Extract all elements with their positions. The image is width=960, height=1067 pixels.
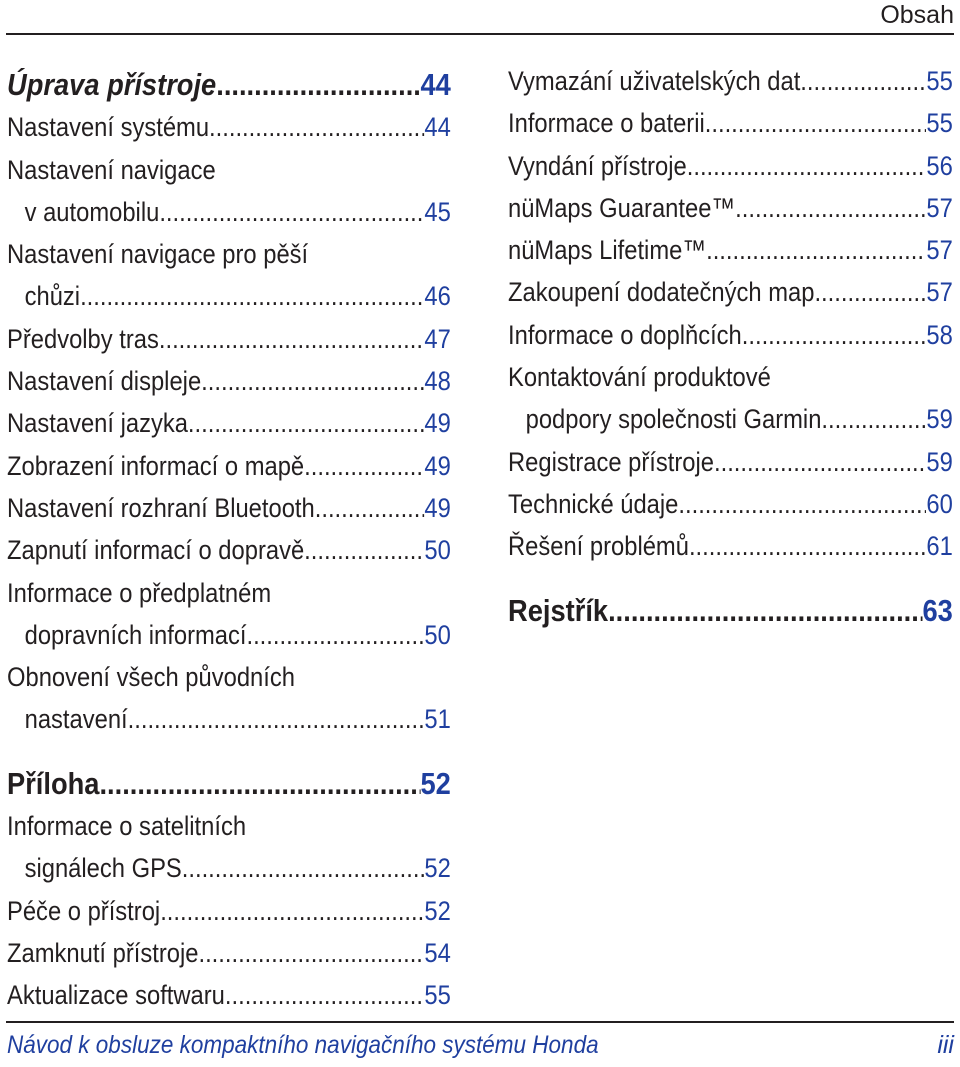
toc-heading-text: Úprava přístroje: [7, 67, 217, 102]
toc-entry-line1: Informace o satelitních: [7, 811, 247, 842]
toc-heading-text: Rejstřík: [508, 592, 609, 628]
toc-entry[interactable]: Péče o přístroj52: [7, 890, 451, 932]
toc-entry[interactable]: dopravních informací50: [7, 614, 451, 656]
footer-rule: [6, 1021, 954, 1023]
toc-entry[interactable]: Zamknutí přístroje54: [7, 932, 451, 974]
toc-heading-page: 44: [420, 67, 451, 102]
toc-left-column: Úprava přístroje 44 Nastavení systému44 …: [7, 60, 451, 1017]
section-header: Obsah: [880, 1, 954, 29]
toc-heading-page: 52: [420, 765, 451, 801]
toc-entry[interactable]: Zakoupení dodatečných map57: [508, 271, 953, 313]
footer-title: Návod k obsluze kompaktního navigačního …: [7, 1031, 599, 1059]
toc-heading-rejstrik[interactable]: Rejstřík 63: [508, 590, 953, 632]
toc-heading-priloha[interactable]: Příloha 52: [7, 763, 451, 805]
toc-entry[interactable]: Řešení problémů61: [508, 525, 953, 567]
toc-heading-text: Příloha: [7, 765, 100, 801]
toc-entry[interactable]: podpory společnosti Garmin59: [508, 398, 953, 440]
toc-entry-line1: Kontaktování produktové: [508, 362, 771, 393]
toc-entry[interactable]: Registrace přístroje59: [508, 441, 953, 483]
toc-entry[interactable]: nüMaps Guarantee™57: [508, 187, 953, 229]
toc-entry[interactable]: Zobrazení informací o mapě49: [7, 445, 451, 487]
toc-entry[interactable]: Aktualizace softwaru55: [7, 974, 451, 1016]
toc-heading-page: 63: [922, 592, 953, 628]
header-rule: [6, 33, 954, 35]
toc-entry-line1: Nastavení navigace: [7, 154, 216, 185]
toc-entry[interactable]: Vymazání uživatelských dat55: [508, 60, 953, 102]
toc-entry[interactable]: v automobilu45: [7, 191, 451, 233]
toc-entry[interactable]: Nastavení jazyka49: [7, 402, 451, 444]
toc-entry-line1: Nastavení navigace pro pěší: [7, 239, 309, 270]
footer-page-number: iii: [937, 1031, 954, 1059]
toc-entry[interactable]: signálech GPS52: [7, 847, 451, 889]
toc-entry[interactable]: Předvolby tras47: [7, 318, 451, 360]
toc-right-column: Vymazání uživatelských dat55 Informace o…: [508, 60, 953, 632]
toc-entry[interactable]: Vyndání přístroje56: [508, 145, 953, 187]
toc-entry-line1: Obnovení všech původních: [7, 662, 295, 693]
toc-entry[interactable]: Zapnutí informací o dopravě50: [7, 529, 451, 571]
toc-entry[interactable]: chůzi46: [7, 275, 451, 317]
toc-entry[interactable]: Technické údaje60: [508, 483, 953, 525]
toc-entry[interactable]: Informace o baterii55: [508, 102, 953, 144]
toc-entry[interactable]: Nastavení displeje48: [7, 360, 451, 402]
toc-entry[interactable]: Nastavení rozhraní Bluetooth49: [7, 487, 451, 529]
toc-entry[interactable]: Informace o doplňcích58: [508, 314, 953, 356]
toc-entry-line1: Informace o předplatném: [7, 577, 272, 608]
toc-entry[interactable]: nüMaps Lifetime™57: [508, 229, 953, 271]
toc-heading-uprava[interactable]: Úprava přístroje 44: [7, 64, 451, 106]
toc-entry[interactable]: nastavení51: [7, 698, 451, 740]
toc-entry[interactable]: Nastavení systému44: [7, 106, 451, 148]
